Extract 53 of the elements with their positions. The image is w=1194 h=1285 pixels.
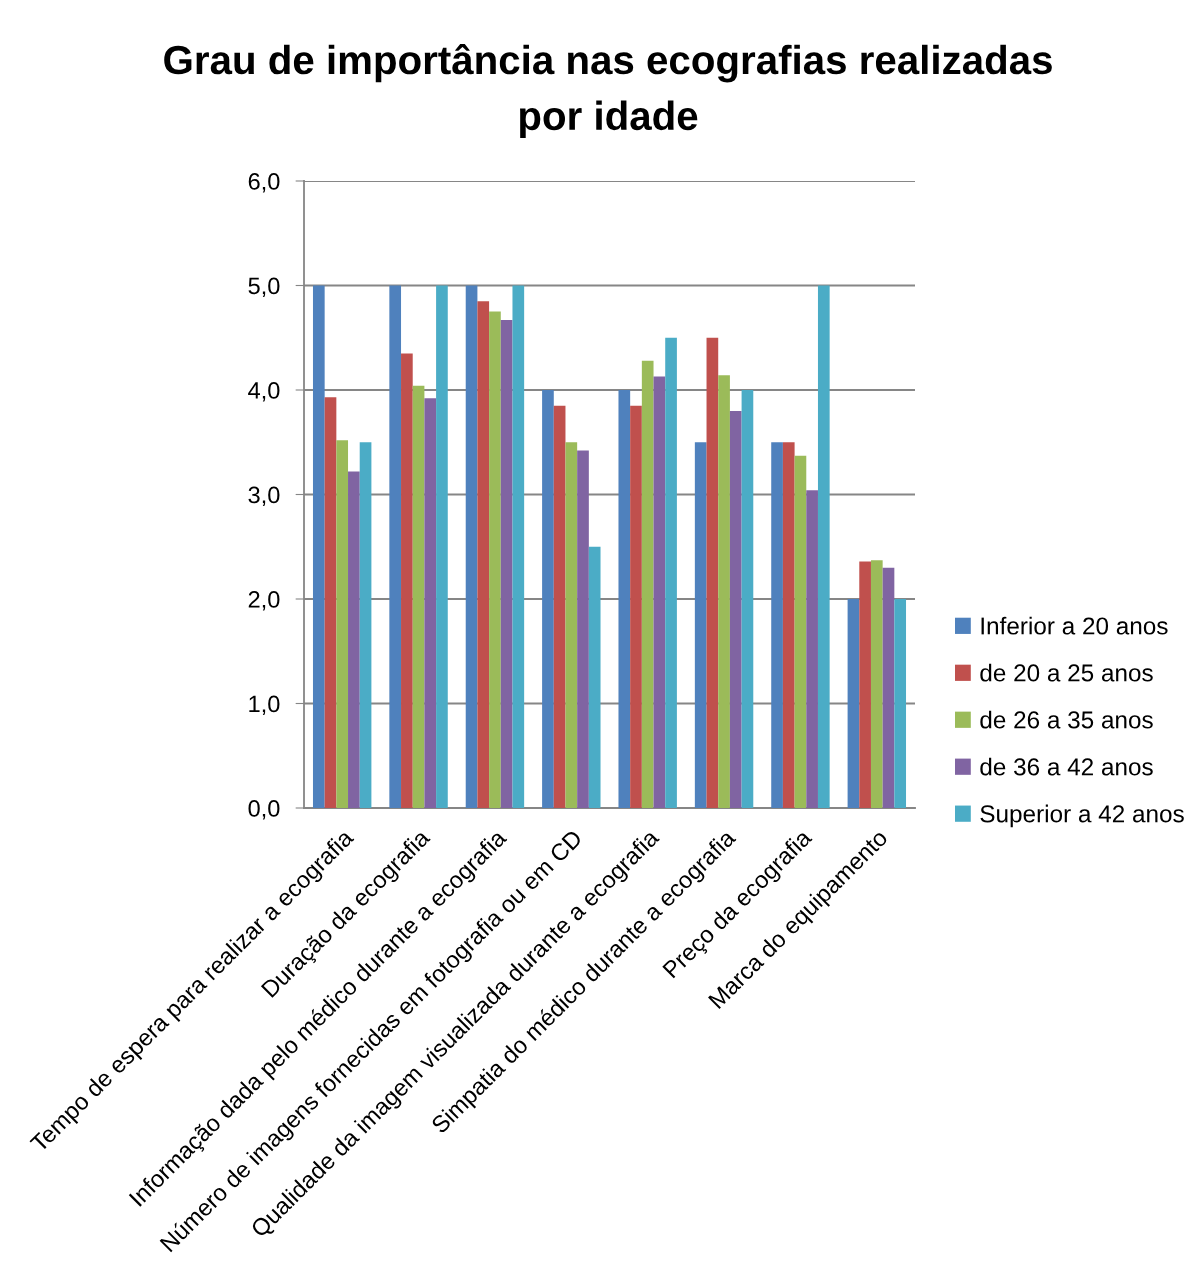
bar (565, 442, 578, 808)
y-tick-label: 3,0 (248, 486, 280, 507)
bar (894, 599, 907, 808)
bar (312, 285, 325, 808)
y-tick-label: 0,0 (248, 800, 280, 820)
bar (324, 397, 337, 808)
legend-label: de 36 a 42 anos (980, 757, 1153, 776)
y-tick-label: 4,0 (248, 382, 280, 402)
bar (588, 546, 601, 808)
bar (847, 599, 860, 808)
bar (336, 440, 349, 808)
legend-label: Superior a 42 anos (980, 804, 1184, 828)
y-tick-label: 6,0 (248, 173, 280, 193)
y-tick-label: 1,0 (249, 695, 280, 716)
bar (729, 410, 742, 808)
bar (577, 450, 589, 808)
bar (665, 337, 677, 808)
bar (782, 442, 795, 808)
bar (542, 390, 554, 808)
bar (424, 398, 437, 808)
bar (389, 285, 402, 808)
bar (817, 285, 830, 808)
bar (630, 405, 642, 808)
bar (618, 390, 631, 808)
bar (870, 560, 883, 808)
bar (741, 390, 754, 808)
bar (512, 285, 525, 808)
bar (771, 442, 783, 808)
y-tick-label: 5,0 (248, 277, 280, 298)
bar (348, 471, 360, 808)
bar (436, 285, 448, 808)
legend-label: de 26 a 35 anos (980, 710, 1153, 729)
bar (359, 442, 372, 808)
bar (706, 337, 719, 808)
bar (794, 455, 807, 808)
bar (500, 319, 513, 808)
bar (489, 311, 501, 808)
bar (718, 375, 730, 808)
bar (694, 442, 707, 808)
bar (553, 405, 566, 808)
bar (477, 301, 490, 808)
bar (412, 385, 425, 808)
bar (859, 561, 871, 808)
legend-label: Inferior a 20 anos (981, 616, 1168, 635)
bar (465, 285, 478, 808)
chart-title: Grau de importância nas ecografias realizadas por idade (164, 43, 1052, 139)
y-tick-label: 2,0 (248, 591, 280, 611)
bar (653, 376, 666, 808)
bar (806, 490, 818, 808)
bar (882, 567, 895, 808)
legend-label: de 20 a 25 anos (980, 663, 1153, 682)
bar (401, 353, 413, 808)
bar (641, 360, 654, 808)
